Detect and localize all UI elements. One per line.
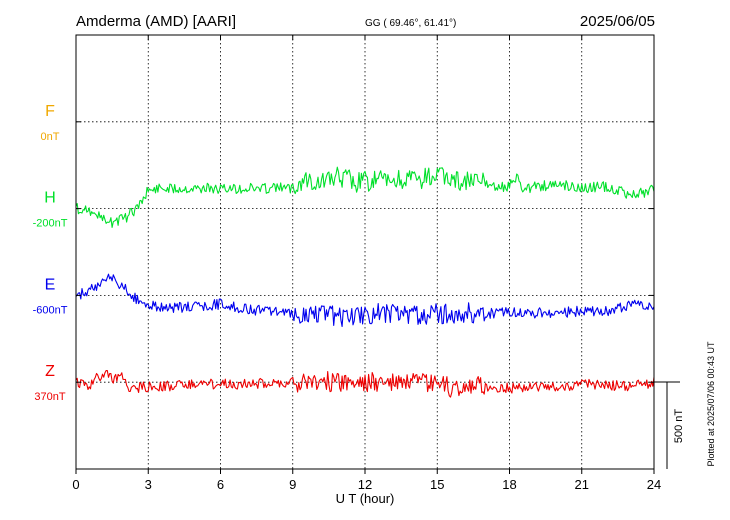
series-baseline-Z: 370nT [34,391,65,403]
series-baseline-H: -200nT [33,218,68,230]
x-tick-label-21: 21 [575,477,589,492]
x-tick-label-15: 15 [430,477,444,492]
series-line-E [75,273,655,328]
x-axis: 0 3 6 9 12 15 18 21 24 [72,35,661,492]
x-tick-label-18: 18 [502,477,516,492]
x-tick-label-3: 3 [145,477,152,492]
series-label-H: H [44,190,56,207]
series-line-Z [75,369,655,398]
coordinates-label: GG ( 69.46°, 61.41°) [365,18,456,29]
station-title: Amderma (AMD) [AARI] [76,13,236,30]
grid-layer [76,35,654,469]
plotted-timestamp: Plotted at 2025/07/06 00:43 UT [706,341,716,467]
scale-bar-label: 500 nT [673,409,685,444]
series-baseline-F: 0nT [41,131,60,143]
series-layer [75,166,655,398]
x-axis-label: U T (hour) [336,491,395,506]
x-tick-label-24: 24 [647,477,661,492]
series-baseline-E: -600nT [33,304,68,316]
x-tick-label-9: 9 [289,477,296,492]
component-labels: F 0nT H -200nT E -600nT Z 370nT [33,103,68,403]
x-tick-label-0: 0 [72,477,79,492]
date-label: 2025/06/05 [580,13,655,30]
x-tick-label-12: 12 [358,477,372,492]
series-label-F: F [45,103,55,120]
scale-bar: 500 nT [654,381,685,469]
series-label-Z: Z [45,363,55,380]
x-tick-label-6: 6 [217,477,224,492]
series-label-E: E [45,276,56,293]
series-line-H [75,166,655,228]
